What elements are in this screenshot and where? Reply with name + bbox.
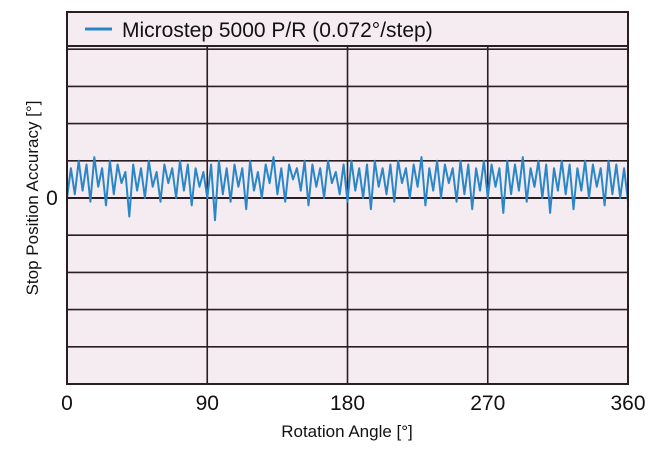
x-tick-label-0: 0 — [61, 392, 73, 415]
legend-box — [68, 13, 627, 45]
plot-frame — [66, 11, 629, 385]
x-axis-label: Rotation Angle [°] — [281, 422, 413, 441]
legend-label: Microstep 5000 P/R (0.072°/step) — [122, 19, 433, 42]
x-tick-label-360: 360 — [610, 392, 645, 415]
series-line-microstep — [66, 156, 629, 222]
y-tick-label-0: 0 — [46, 187, 58, 210]
x-tick-label-180: 180 — [330, 392, 365, 415]
y-axis-label: Stop Position Accuracy [°] — [23, 101, 42, 296]
x-tick-label-270: 270 — [470, 392, 505, 415]
x-tick-label-90: 90 — [196, 392, 219, 415]
x-tick-labels: 0 90 180 270 360 — [61, 392, 645, 415]
